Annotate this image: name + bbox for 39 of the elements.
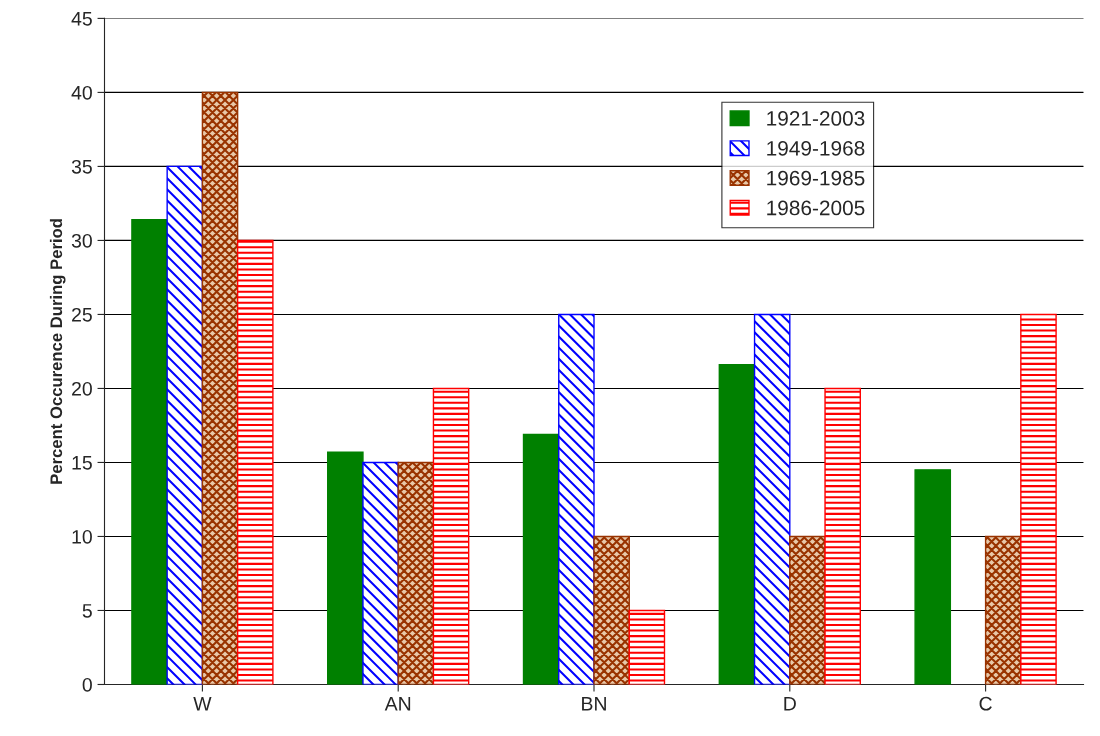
- y-tick-label: 35: [71, 159, 92, 174]
- bar: [236, 239, 274, 685]
- bar: [718, 364, 756, 685]
- y-tick-label: 5: [82, 604, 92, 618]
- bar: [824, 387, 861, 685]
- x-tick-label: C: [979, 696, 992, 711]
- y-tick-label: 30: [71, 233, 92, 248]
- x-tick-label: BN: [582, 697, 606, 711]
- bar: [362, 461, 399, 685]
- bar: [522, 433, 560, 685]
- x-tick-label: D: [784, 697, 796, 711]
- y-tick-label: 45: [71, 12, 92, 26]
- y-tick-label: 0: [82, 677, 92, 692]
- bar: [789, 535, 826, 685]
- legend-label: 1986-2005: [767, 200, 865, 216]
- legend-label: 1969-1985: [767, 170, 865, 186]
- bar: [914, 469, 952, 685]
- bar: [327, 451, 364, 685]
- x-tick-label: W: [193, 697, 212, 711]
- bar: [984, 535, 1022, 685]
- x-tick-label: AN: [384, 697, 411, 711]
- bar: [593, 535, 630, 685]
- bar: [753, 313, 791, 685]
- bar: [628, 609, 666, 685]
- bar: [432, 387, 470, 685]
- y-tick-label: 10: [72, 529, 92, 544]
- legend-label: 1921-2003: [767, 111, 865, 126]
- bar: [397, 461, 435, 685]
- bar: [1020, 313, 1057, 685]
- y-tick-label: 15: [72, 456, 92, 470]
- bar: [558, 313, 595, 685]
- y-axis-title: Percent Occurence During Period: [49, 219, 66, 484]
- bar: [201, 91, 239, 685]
- legend-label: 1949-1968: [767, 140, 865, 156]
- bar: [131, 219, 168, 685]
- y-tick-label: 25: [72, 307, 92, 322]
- bar: [166, 165, 204, 685]
- y-tick-label: 20: [72, 381, 92, 396]
- y-tick-label: 40: [71, 85, 92, 100]
